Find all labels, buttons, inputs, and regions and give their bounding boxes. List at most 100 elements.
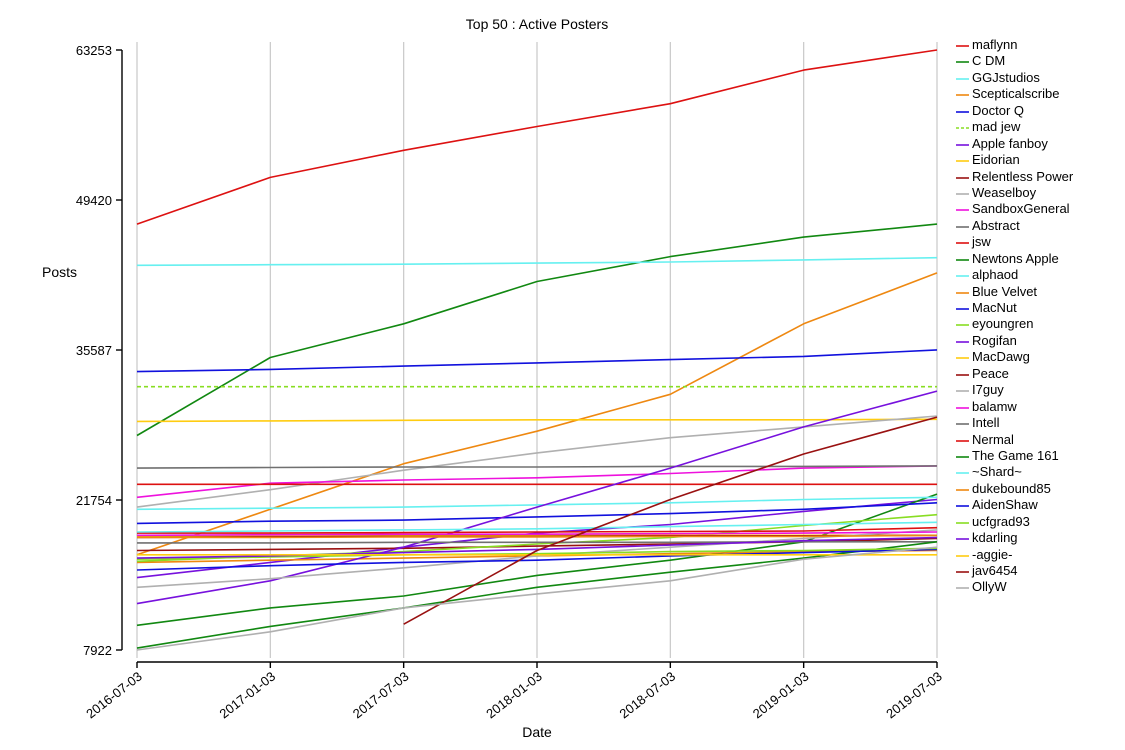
series-line-i7guy xyxy=(136,529,938,589)
legend-swatch xyxy=(956,143,969,146)
series-line-kdarling xyxy=(136,536,938,559)
legend-swatch xyxy=(956,226,969,228)
legend-swatch xyxy=(956,127,969,129)
y-axis-label: Posts xyxy=(42,264,78,280)
series-line-apple-fanboy xyxy=(136,498,938,579)
series-lines xyxy=(136,49,938,651)
series-line-sandboxgeneral xyxy=(136,465,938,499)
legend-label: I7guy xyxy=(972,382,1004,398)
legend-swatch xyxy=(956,291,969,294)
x-tick-label: 2017-01-03 xyxy=(217,669,279,722)
legend-label: mad jew xyxy=(972,119,1021,135)
legend-swatch xyxy=(956,439,969,442)
legend-swatch xyxy=(956,554,969,557)
legend-swatch xyxy=(956,373,969,376)
legend-label: GGJstudios xyxy=(972,69,1040,85)
legend-label: SandboxGeneral xyxy=(972,201,1070,217)
legend-label: Scepticalscribe xyxy=(972,86,1060,102)
legend-swatch xyxy=(956,505,969,508)
legend-swatch xyxy=(956,209,969,212)
legend-swatch xyxy=(956,258,969,261)
legend-label: Relentless Power xyxy=(972,168,1074,184)
legend-swatch xyxy=(956,456,969,458)
legend-label: AidenShaw xyxy=(972,497,1038,513)
series-line-balamw xyxy=(136,531,938,537)
x-tick-labels: 2016-07-03 2017-01-03 2017-07-03 2018-01-03… xyxy=(83,669,945,722)
legend-swatch xyxy=(956,423,969,425)
series-line-jav6454 xyxy=(403,416,938,625)
legend-swatch xyxy=(956,308,969,310)
x-tick-label: 2018-07-03 xyxy=(617,669,679,722)
legend-swatch xyxy=(956,193,969,195)
legend-swatch xyxy=(956,61,969,64)
legend-swatch xyxy=(956,390,969,392)
series-line--shard- xyxy=(136,521,938,533)
x-axis-label: Date xyxy=(522,724,552,740)
legend-label: jsw xyxy=(972,234,991,250)
legend-label: balamw xyxy=(972,398,1017,414)
legend-label: maflynn xyxy=(972,37,1018,52)
legend-label: Abstract xyxy=(972,217,1020,233)
x-tick-label: 2016-07-03 xyxy=(83,669,145,722)
y-tick-labels: 7922 21754 35587 49420 63253 xyxy=(76,43,112,658)
legend-swatch xyxy=(956,45,969,47)
legend-label: Eidorian xyxy=(972,152,1020,168)
legend-swatch xyxy=(956,571,969,573)
legend-label: Peace xyxy=(972,365,1009,381)
series-line-aidenshaw xyxy=(136,548,938,571)
legend-swatch xyxy=(956,406,969,409)
y-tick-label: 7922 xyxy=(83,643,112,658)
legend-label: The Game 161 xyxy=(972,447,1059,463)
series-line-scepticalscribe xyxy=(136,272,938,556)
series-line-ollyw xyxy=(136,546,938,651)
series-line-abstract xyxy=(136,465,938,469)
legend-label: -aggie- xyxy=(972,546,1013,562)
legend-label: Apple fanboy xyxy=(972,135,1048,151)
x-tick-label: 2018-01-03 xyxy=(483,669,545,722)
series-line-rogifan xyxy=(136,390,938,605)
y-tick-label: 35587 xyxy=(76,343,112,358)
series-line-nermal xyxy=(137,526,938,534)
legend-label: ucfgrad93 xyxy=(972,513,1030,529)
series-line-ggjstudios xyxy=(136,256,938,267)
series-line-eidorian xyxy=(136,418,938,423)
legend-swatch xyxy=(956,521,969,524)
legend-label: Doctor Q xyxy=(972,102,1025,118)
legend-label: dukebound85 xyxy=(972,480,1051,496)
legend-label: ~Shard~ xyxy=(972,464,1022,480)
x-tick-label: 2019-01-03 xyxy=(750,669,812,722)
series-line-macnut xyxy=(136,502,938,525)
legend-swatch xyxy=(956,357,969,360)
legend-swatch xyxy=(956,538,969,540)
series-line-maflynn xyxy=(136,49,938,225)
legend-swatch xyxy=(956,341,969,343)
legend-label: Blue Velvet xyxy=(972,283,1038,299)
series-line-doctor-q xyxy=(136,349,938,373)
chart-title: Top 50 : Active Posters xyxy=(465,16,609,32)
legend-swatch xyxy=(956,489,969,491)
legend-label: alphaod xyxy=(972,267,1019,283)
series-line-dukebound85 xyxy=(137,534,938,539)
series-line-alphaod xyxy=(136,496,938,511)
legend-swatch xyxy=(956,275,969,277)
legend-swatch xyxy=(956,472,969,475)
legend-label: C DM xyxy=(972,53,1006,69)
legend-swatch xyxy=(956,94,969,97)
legend-label: eyoungren xyxy=(972,316,1034,332)
series-line-c-dm xyxy=(136,223,938,437)
legend-swatch xyxy=(956,176,969,179)
y-tick-label: 21754 xyxy=(76,493,112,508)
legend-label: MacNut xyxy=(972,300,1017,315)
series-line-intell xyxy=(137,540,937,544)
legend-label: Weaselboy xyxy=(972,184,1037,200)
series-line-ucfgrad93 xyxy=(136,547,938,560)
legend-label: Nermal xyxy=(972,431,1014,447)
vertical-gridlines xyxy=(136,42,938,658)
y-tick-label: 63253 xyxy=(76,43,112,58)
legend-swatch xyxy=(956,78,969,80)
y-tick-label: 49420 xyxy=(76,193,112,208)
legend-swatch xyxy=(956,160,969,162)
legend-label: kdarling xyxy=(972,530,1018,546)
legend-label: OllyW xyxy=(972,579,1007,595)
